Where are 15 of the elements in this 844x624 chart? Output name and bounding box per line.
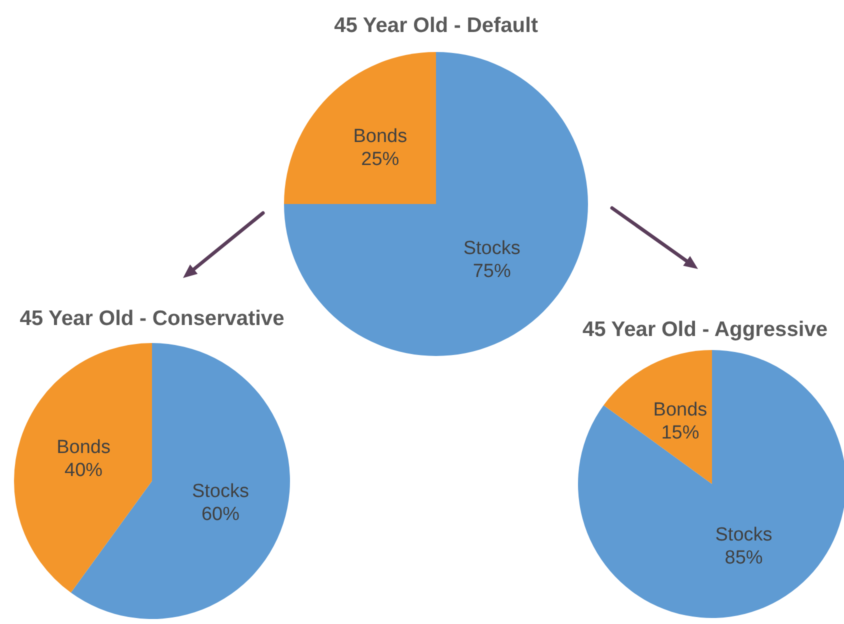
chart-title: 45 Year Old - Conservative [20,307,284,330]
chart-title: 45 Year Old - Aggressive [582,318,828,341]
slice-label: Stocks [192,481,249,502]
data-label: 60% [201,504,240,526]
slice-label: Bonds [56,436,110,458]
data-label: 85% [724,547,763,568]
data-label: 25% [361,149,400,170]
slice-label: Stocks [715,524,772,546]
data-label: 40% [64,460,103,481]
data-label: 15% [661,422,700,444]
slice-label: Bonds [653,400,708,421]
chart-title: 45 Year Old - Default [334,14,538,37]
slice-label: Bonds [353,126,408,148]
data-label: 75% [472,260,511,282]
slice-label: Stocks [463,238,520,259]
